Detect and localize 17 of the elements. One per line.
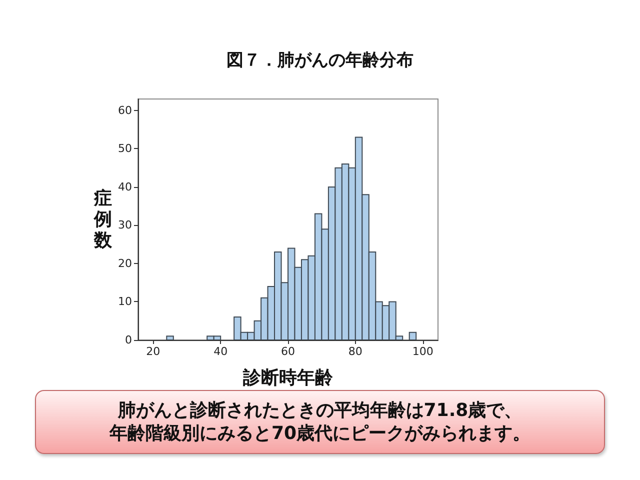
chart-title: 図７．肺がんの年齢分布 (226, 50, 414, 70)
y-tick-label: 10 (118, 295, 132, 308)
x-tick-label: 80 (348, 345, 362, 358)
x-tick-label: 40 (214, 345, 228, 358)
x-axis-title: 診断時年齢 (242, 368, 334, 388)
y-tick-label: 60 (118, 104, 132, 117)
y-tick-label: 20 (118, 256, 132, 270)
text: 肺がんと診断されたときの平均年齢は71.8歳で、 (118, 399, 522, 422)
y-tick-label: 0 (125, 334, 132, 346)
y-axis-title: 症例数 (93, 188, 113, 251)
y-tick-label: 50 (118, 142, 132, 156)
y-tick-label: 30 (118, 218, 132, 232)
x-tick-label: 20 (146, 345, 160, 358)
x-tick-label: 60 (281, 345, 295, 358)
text: 年齢階級別にみると70歳代にピークがみられます。 (109, 422, 531, 445)
x-tick-label: 100 (412, 345, 434, 358)
y-tick-label: 40 (118, 180, 132, 194)
